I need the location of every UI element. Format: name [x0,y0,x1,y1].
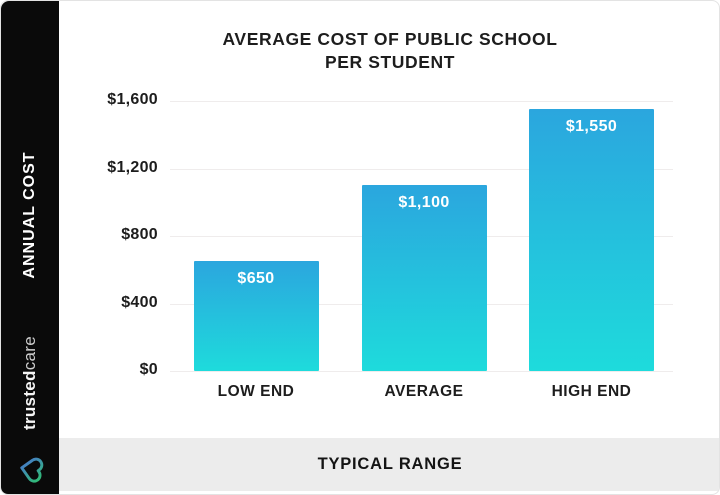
heart-icon [20,457,44,483]
y-tick-label: $800 [121,226,158,243]
x-axis-title: TYPICAL RANGE [317,455,463,473]
x-category-label: AVERAGE [384,383,464,400]
bar-value-label: $1,100 [398,194,450,212]
bar-average: $1,100 [361,185,487,371]
gridline [170,101,673,102]
gridline [170,371,673,372]
bar-value-label: $650 [237,270,275,288]
plot-area: $650 $1,100 $1,550 [170,101,673,372]
brand-name-light: care [20,336,39,371]
x-category-label: HIGH END [551,383,632,400]
y-tick-label: $400 [121,293,158,311]
bar-high-end: $1,550 [529,109,654,371]
x-category-label: LOW END [217,383,295,400]
gridline [170,168,673,170]
chart-title: AVERAGE COST OF PUBLIC SCHOOL PER STUDEN… [59,28,719,74]
x-axis-title-band: TYPICAL RANGE [59,438,719,491]
y-tick-label: $1,200 [107,158,158,176]
chart-title-line2: PER STUDENT [324,52,456,72]
bar-low-end: $650 [193,261,319,371]
bar-value-label: $1,550 [565,118,618,136]
y-axis-title: ANNUAL COST [21,151,38,279]
y-tick-label: $0 [139,361,158,378]
chart-title-line1: AVERAGE COST OF PUBLIC SCHOOL [222,29,558,49]
brand-name: trustedcare [20,302,40,464]
sidebar: ANNUAL COST trustedcare [1,1,59,494]
y-tick-label: $1,600 [107,91,158,108]
brand-name-bold: trusted [20,370,39,430]
